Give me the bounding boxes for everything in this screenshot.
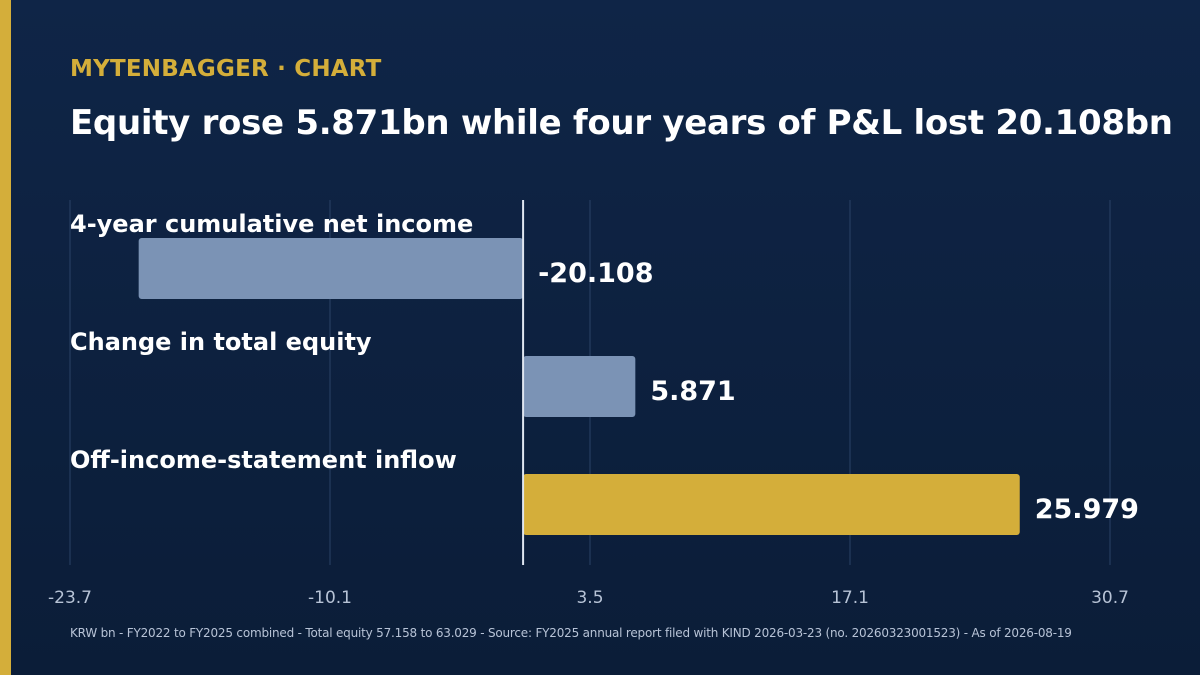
brand-section: CHART xyxy=(294,56,382,82)
bar xyxy=(523,474,1020,535)
brand-header: MYTENBAGGER · CHART xyxy=(70,56,382,82)
x-tick-label: 3.5 xyxy=(576,588,603,608)
category-label: 4-year cumulative net income xyxy=(70,210,473,238)
chart-title: Equity rose 5.871bn while four years of … xyxy=(70,103,1173,143)
x-tick-label: -10.1 xyxy=(308,588,352,608)
data-label: -20.108 xyxy=(538,258,653,289)
x-tick-label: -23.7 xyxy=(48,588,92,608)
data-label: 25.979 xyxy=(1035,494,1139,525)
x-tick-label: 17.1 xyxy=(831,588,869,608)
bar xyxy=(523,356,636,417)
footnote: KRW bn - FY2022 to FY2025 combined - Tot… xyxy=(70,626,1072,640)
data-label: 5.871 xyxy=(650,376,735,407)
accent-bar xyxy=(0,0,11,675)
brand-name: MYTENBAGGER xyxy=(70,56,269,82)
brand-separator: · xyxy=(277,56,287,82)
category-label: Off-income-statement inflow xyxy=(70,446,457,474)
category-label: Change in total equity xyxy=(70,328,372,356)
x-tick-label: 30.7 xyxy=(1091,588,1129,608)
bar xyxy=(138,238,524,299)
